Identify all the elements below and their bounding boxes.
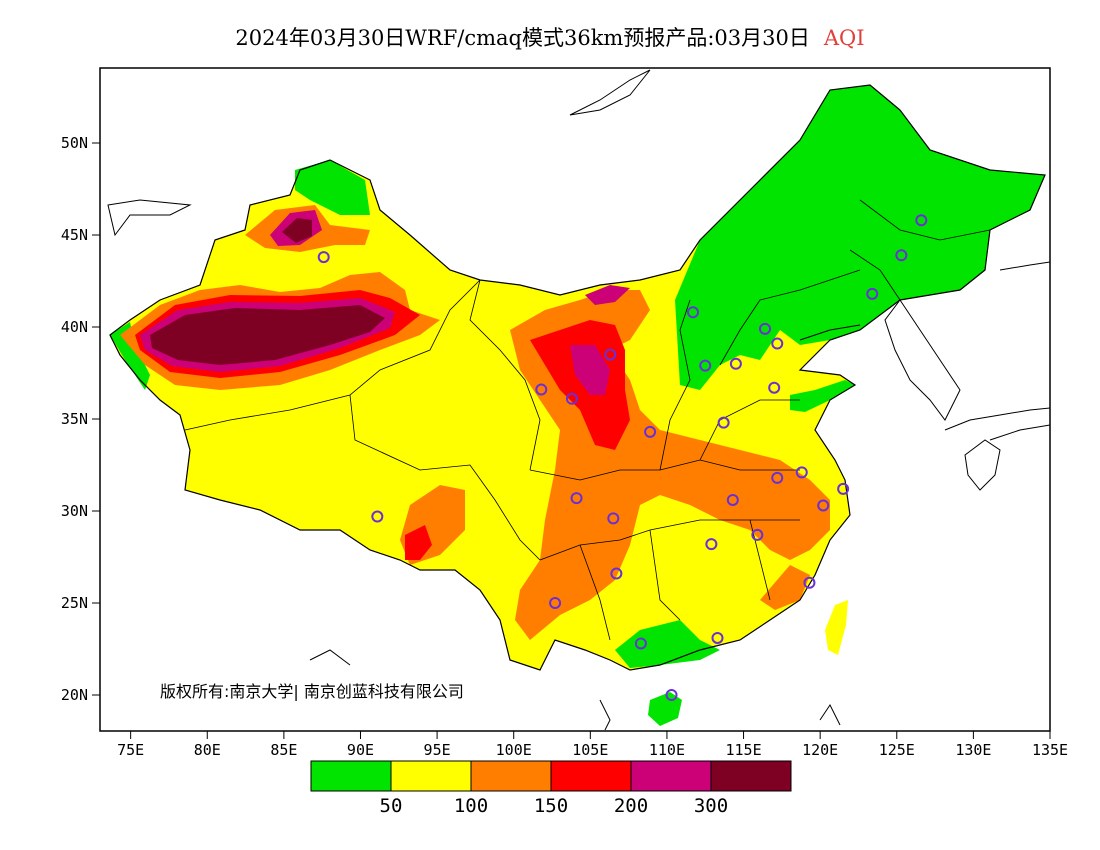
lat-tick-label: 25N — [61, 594, 88, 612]
station-markers — [317, 214, 928, 701]
legend-swatch — [710, 760, 792, 792]
map-title: 2024年03月30日WRF/cmaq模式36km预报产品:03月30日 AQI — [0, 22, 1100, 52]
station-marker — [317, 251, 330, 264]
station-marker — [665, 689, 678, 701]
station-marker — [768, 381, 781, 394]
lat-tick-label: 35N — [61, 410, 88, 428]
northeast-green-region — [675, 85, 1045, 390]
xinjiang-maroon-region — [150, 305, 385, 365]
station-marker — [570, 492, 583, 505]
station-marker — [705, 538, 718, 551]
station-marker — [771, 337, 784, 350]
lon-tick-label: 125E — [879, 741, 915, 759]
dzungaria-maroon-region — [282, 218, 312, 243]
lon-tick-label: 135E — [1032, 741, 1068, 759]
station-marker — [686, 306, 699, 319]
lon-tick-label: 90E — [347, 741, 374, 759]
northwest-green-region — [295, 160, 370, 215]
legend-label: 50 — [380, 795, 403, 817]
station-marker — [915, 214, 928, 227]
station-marker — [371, 510, 384, 523]
station-marker — [607, 512, 620, 525]
copyright-credit: 版权所有:南京大学| 南京创蓝科技有限公司 — [160, 682, 464, 701]
legend-swatch — [310, 760, 392, 792]
station-marker — [837, 482, 850, 495]
title-text: 2024年03月30日WRF/cmaq模式36km预报产品:03月30日 — [235, 26, 810, 50]
latitude-ticks: 50N 45N 40N 35N 30N 25N 20N — [61, 134, 100, 704]
lon-tick-label: 105E — [572, 741, 608, 759]
station-marker — [717, 416, 730, 429]
map-area — [107, 69, 1050, 731]
station-marker — [751, 528, 764, 541]
tibet-red-region — [405, 525, 432, 560]
legend-label: 300 — [694, 795, 728, 817]
station-marker — [565, 392, 578, 405]
lon-tick-label: 115E — [725, 741, 761, 759]
china-border — [109, 84, 1046, 671]
south-green-region — [615, 620, 720, 668]
station-marker — [771, 471, 784, 484]
lon-tick-label: 110E — [649, 741, 685, 759]
station-marker — [729, 357, 742, 370]
north-purple-region — [585, 285, 630, 305]
legend-swatch — [470, 760, 552, 792]
province-borders — [184, 199, 991, 641]
station-marker — [644, 425, 657, 438]
lat-tick-label: 45N — [61, 226, 88, 244]
station-marker — [711, 631, 724, 644]
legend-swatch — [630, 760, 712, 792]
legend-label: 150 — [534, 795, 568, 817]
lon-tick-label: 95E — [424, 741, 451, 759]
station-marker — [817, 499, 830, 512]
lat-tick-label: 40N — [61, 318, 88, 336]
lon-tick-label: 120E — [802, 741, 838, 759]
taiwan-yellow-region — [825, 600, 848, 655]
station-marker — [610, 567, 623, 580]
station-marker — [866, 287, 879, 300]
lon-tick-label: 85E — [270, 741, 297, 759]
legend-label: 100 — [454, 795, 488, 817]
lat-tick-label: 20N — [61, 686, 88, 704]
loess-purple-region — [570, 345, 610, 395]
title-variable: AQI — [823, 26, 865, 50]
legend-label: 200 — [614, 795, 648, 817]
lat-tick-label: 30N — [61, 502, 88, 520]
lon-tick-label: 80E — [194, 741, 221, 759]
fujian-orange-region — [760, 565, 810, 610]
station-marker — [895, 249, 908, 262]
station-marker — [726, 493, 739, 506]
lon-tick-label: 130E — [955, 741, 991, 759]
map-frame — [99, 67, 1051, 732]
station-marker — [795, 466, 808, 479]
station-marker — [803, 576, 816, 589]
lat-tick-label: 50N — [61, 134, 88, 152]
legend-swatch — [550, 760, 632, 792]
station-marker — [604, 348, 617, 361]
legend-swatch — [390, 760, 472, 792]
west-green-region — [110, 322, 150, 390]
longitude-ticks: 75E 80E 85E 90E 95E 100E 105E 110E 115E 120E 125E 1… — [117, 731, 1068, 759]
neighbour-coastlines — [107, 69, 1050, 731]
shandong-green-region — [790, 380, 855, 412]
station-marker — [634, 637, 647, 650]
lon-tick-label: 100E — [496, 741, 532, 759]
aqi-legend: 50 100 150 200 300 — [310, 760, 792, 817]
station-marker — [535, 383, 548, 396]
station-marker — [759, 322, 771, 335]
station-marker — [549, 597, 562, 609]
lon-tick-label: 75E — [117, 741, 144, 759]
station-marker — [699, 359, 712, 372]
